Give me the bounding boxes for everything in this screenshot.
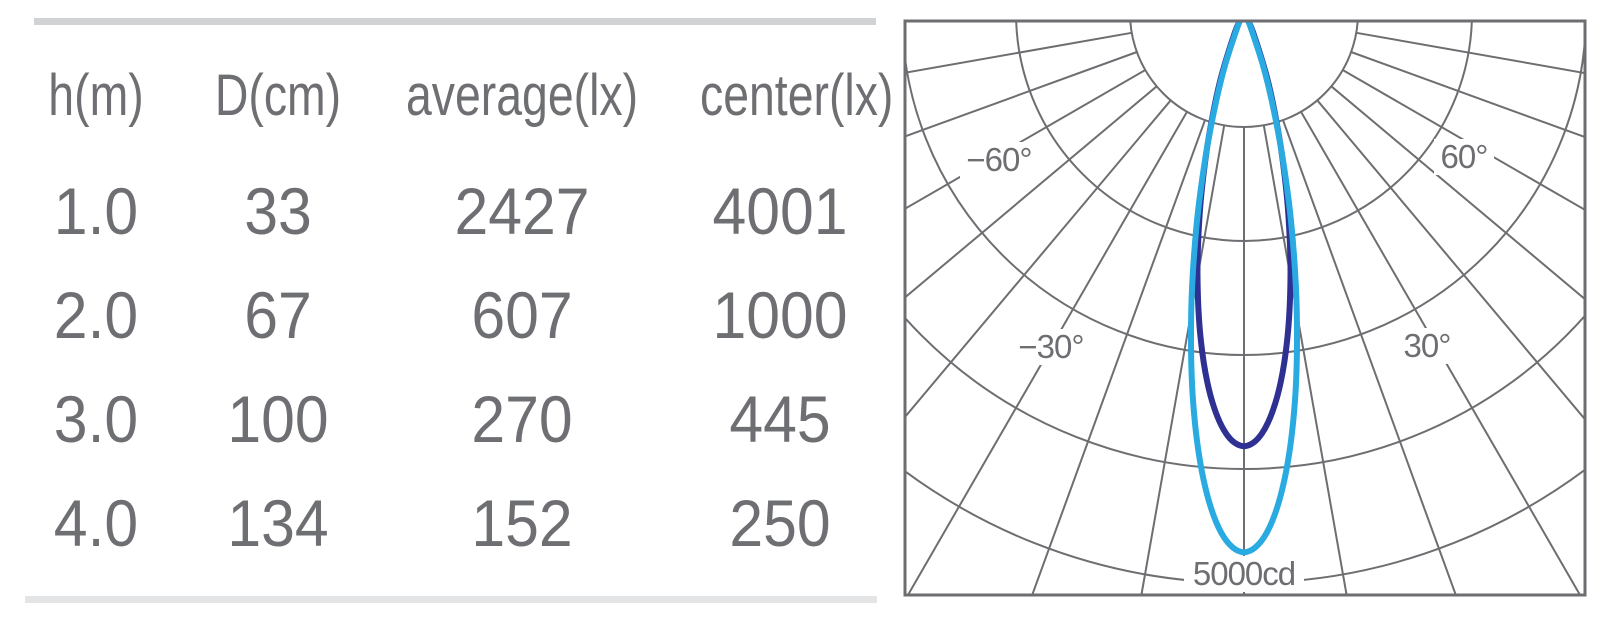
table-cell: 250 xyxy=(729,486,831,560)
top-divider xyxy=(34,18,876,25)
table-cell: 445 xyxy=(729,382,831,456)
table-cell: 1000 xyxy=(712,278,848,352)
table-header-row: h(m) D(cm) average(lx) center(lx) xyxy=(0,52,893,138)
table-cell: 1.0 xyxy=(53,174,139,248)
angle-label: 60° xyxy=(1441,138,1488,175)
table-cell: 100 xyxy=(227,382,329,456)
angle-label: −30° xyxy=(1018,328,1083,365)
table-cell: 270 xyxy=(471,382,573,456)
table-cell: 4001 xyxy=(712,174,848,248)
bottom-divider xyxy=(25,596,877,603)
table-cell: 2.0 xyxy=(53,278,139,352)
column-header-average: average(lx) xyxy=(405,62,639,128)
table-cell: 134 xyxy=(227,486,329,560)
intensity-curve-wide-beam xyxy=(1187,21,1301,556)
table-row: 4.0 134 152 250 xyxy=(0,471,880,575)
diagram-border xyxy=(903,19,1587,597)
angle-label: 30° xyxy=(1404,327,1451,364)
table-cell: 33 xyxy=(244,174,312,248)
angle-label: −60° xyxy=(966,141,1031,178)
table-cell: 607 xyxy=(471,278,573,352)
table-row: 2.0 67 607 1000 xyxy=(0,263,880,367)
table-cell: 3.0 xyxy=(53,382,139,456)
column-header-h: h(m) xyxy=(48,62,144,128)
table-cell: 152 xyxy=(471,486,573,560)
table-cell: 4.0 xyxy=(53,486,139,560)
column-header-d: D(cm) xyxy=(214,62,342,128)
table-row: 3.0 100 270 445 xyxy=(0,367,880,471)
table-row: 1.0 33 2427 4001 xyxy=(0,159,880,263)
table-cell: 67 xyxy=(244,278,312,352)
table-cell: 2427 xyxy=(454,174,590,248)
polar-grid: −60° −30° 30° 60° 5000cd xyxy=(905,21,1585,595)
candela-scale-label: 5000cd xyxy=(1193,555,1295,592)
